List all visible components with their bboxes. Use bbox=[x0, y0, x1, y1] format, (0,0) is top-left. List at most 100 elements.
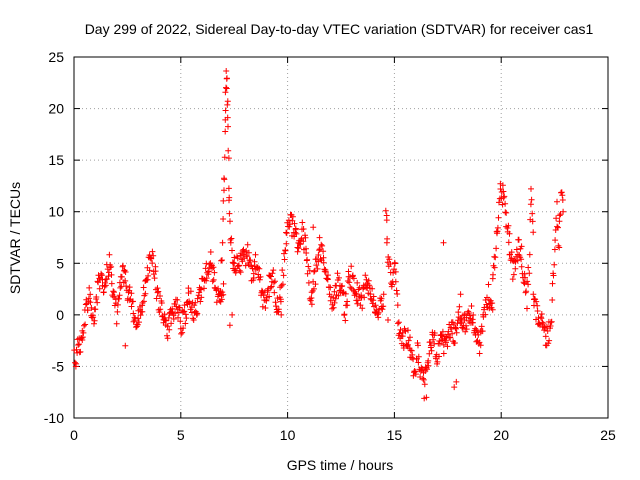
data-point bbox=[349, 272, 356, 279]
data-point bbox=[538, 311, 545, 317]
data-point bbox=[221, 154, 228, 161]
data-point bbox=[331, 288, 338, 295]
data-point bbox=[405, 327, 411, 334]
data-point bbox=[73, 346, 80, 353]
data-point bbox=[520, 279, 527, 286]
data-point bbox=[529, 210, 536, 217]
data-point bbox=[515, 236, 522, 243]
data-point bbox=[98, 270, 105, 277]
data-point bbox=[252, 251, 259, 258]
data-point bbox=[505, 222, 512, 229]
data-point bbox=[300, 226, 307, 232]
data-point bbox=[87, 299, 94, 306]
data-point bbox=[225, 155, 232, 162]
data-point bbox=[509, 276, 516, 283]
chart-title: Day 299 of 2022, Sidereal Day-to-day VTE… bbox=[85, 21, 594, 37]
data-point bbox=[513, 246, 520, 253]
data-point bbox=[540, 320, 547, 327]
data-point bbox=[118, 273, 125, 280]
data-point bbox=[219, 257, 225, 264]
data-point bbox=[128, 290, 135, 297]
data-point bbox=[405, 341, 411, 348]
data-point bbox=[153, 295, 160, 302]
data-point bbox=[556, 218, 563, 225]
data-point bbox=[222, 107, 229, 114]
data-point bbox=[344, 298, 351, 305]
data-point bbox=[106, 251, 113, 258]
data-point bbox=[528, 185, 534, 192]
data-point bbox=[149, 248, 156, 255]
data-point bbox=[226, 322, 233, 329]
data-point bbox=[489, 300, 496, 307]
data-point bbox=[354, 300, 361, 307]
data-point bbox=[522, 274, 528, 281]
data-point bbox=[463, 314, 470, 321]
data-point bbox=[332, 295, 339, 302]
data-point bbox=[170, 316, 177, 322]
data-point bbox=[277, 298, 284, 305]
data-point bbox=[405, 337, 412, 344]
data-point bbox=[194, 295, 201, 302]
data-point bbox=[316, 246, 323, 253]
data-point bbox=[494, 224, 501, 231]
data-point bbox=[423, 394, 430, 401]
data-point bbox=[179, 329, 186, 336]
data-point bbox=[372, 302, 379, 309]
data-point bbox=[492, 254, 499, 261]
data-point bbox=[483, 301, 490, 308]
data-point bbox=[164, 335, 171, 342]
data-point bbox=[524, 305, 530, 312]
x-tick-label: 0 bbox=[70, 427, 78, 443]
plot-area-border bbox=[73, 56, 609, 419]
data-point bbox=[534, 308, 541, 314]
data-point bbox=[117, 284, 124, 291]
data-point bbox=[140, 284, 147, 291]
data-point bbox=[449, 319, 456, 326]
data-point bbox=[139, 308, 146, 315]
data-point bbox=[393, 287, 400, 294]
data-point bbox=[308, 295, 315, 301]
data-point bbox=[485, 281, 492, 288]
data-point bbox=[281, 256, 288, 263]
data-point bbox=[256, 276, 263, 283]
data-point bbox=[140, 298, 147, 305]
data-point bbox=[325, 272, 331, 279]
data-point bbox=[229, 259, 236, 266]
data-point bbox=[220, 291, 227, 298]
data-point bbox=[499, 182, 506, 189]
data-point bbox=[394, 291, 401, 297]
data-point bbox=[529, 218, 536, 225]
data-point bbox=[545, 340, 552, 347]
data-point bbox=[469, 319, 476, 326]
data-point bbox=[281, 250, 287, 257]
data-point bbox=[542, 333, 549, 340]
data-point bbox=[187, 288, 194, 295]
data-point bbox=[172, 301, 179, 307]
data-point bbox=[502, 209, 509, 216]
data-point bbox=[463, 322, 469, 329]
data-point bbox=[237, 269, 244, 276]
data-point bbox=[312, 281, 319, 288]
data-point bbox=[272, 278, 278, 285]
data-point bbox=[220, 197, 227, 204]
data-point bbox=[130, 310, 137, 317]
data-point bbox=[379, 306, 386, 313]
data-point bbox=[223, 84, 229, 91]
data-point bbox=[194, 310, 201, 317]
data-markers bbox=[71, 68, 567, 402]
data-point bbox=[91, 317, 98, 324]
data-point bbox=[122, 269, 129, 275]
data-point bbox=[453, 329, 460, 336]
data-point bbox=[279, 267, 286, 274]
data-point bbox=[346, 279, 353, 286]
data-point bbox=[166, 326, 173, 333]
data-point bbox=[420, 376, 427, 383]
x-tick-label: 5 bbox=[177, 427, 185, 443]
data-point bbox=[82, 321, 89, 328]
data-point bbox=[280, 272, 287, 279]
data-point bbox=[110, 288, 117, 295]
x-tick-label: 20 bbox=[493, 427, 509, 443]
data-point bbox=[92, 306, 99, 313]
data-point bbox=[456, 303, 463, 310]
data-point bbox=[385, 317, 391, 323]
